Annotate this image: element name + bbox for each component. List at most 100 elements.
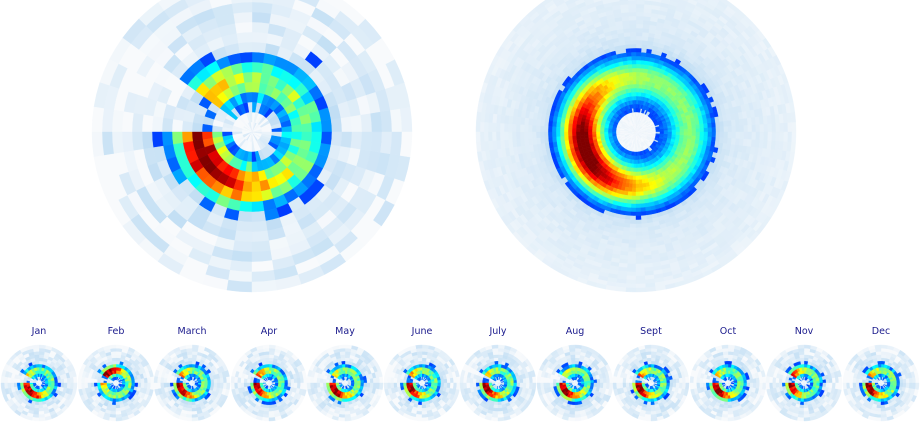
fine-heatmap-cell bbox=[555, 126, 561, 133]
fine-heatmap-cell bbox=[727, 137, 733, 145]
coarse-heatmap-cell bbox=[350, 131, 363, 150]
fine-heatmap-cell bbox=[575, 131, 581, 136]
fine-heatmap-cell bbox=[775, 131, 781, 142]
fine-heatmap-cell bbox=[595, 126, 601, 130]
fine-heatmap-cell bbox=[707, 122, 713, 128]
fine-heatmap-cell bbox=[503, 131, 509, 141]
coarse-heatmap-cell bbox=[242, 181, 253, 193]
fine-heatmap-cell bbox=[642, 72, 648, 78]
fine-heatmap-cell bbox=[633, 159, 637, 165]
fine-heatmap-cell bbox=[723, 131, 729, 138]
fine-heatmap-cell bbox=[731, 125, 737, 133]
fine-heatmap-cell bbox=[635, 35, 643, 41]
fine-heatmap-cell bbox=[635, 0, 645, 5]
fine-heatmap-cell bbox=[543, 126, 549, 133]
fine-heatmap-cell bbox=[630, 47, 637, 53]
fine-heatmap-cell bbox=[635, 83, 640, 89]
fine-heatmap-cell bbox=[631, 195, 637, 201]
fine-heatmap-cell bbox=[703, 122, 709, 128]
fine-heatmap-cell bbox=[727, 125, 733, 133]
fine-heatmap-cell bbox=[539, 137, 545, 145]
fine-heatmap-cell bbox=[627, 255, 637, 261]
coarse-heatmap-cell bbox=[131, 113, 144, 133]
fine-heatmap-cell bbox=[559, 131, 565, 137]
fine-heatmap-cell bbox=[679, 128, 685, 133]
month-heatmap-cell bbox=[38, 407, 45, 412]
coarse-heatmap-cell bbox=[251, 210, 267, 223]
fine-heatmap-cell bbox=[623, 31, 631, 37]
coarse-heatmap-cell bbox=[121, 131, 134, 153]
fine-heatmap-cell bbox=[763, 131, 769, 141]
coarse-heatmap-cell bbox=[237, 41, 253, 54]
fine-heatmap-cell bbox=[635, 19, 644, 25]
fine-heatmap-cell bbox=[539, 125, 545, 133]
coarse-heatmap-cell bbox=[239, 51, 253, 64]
fine-heatmap-cell bbox=[583, 131, 589, 136]
coarse-heatmap-cell bbox=[240, 191, 253, 203]
fine-heatmap-cell bbox=[635, 215, 642, 221]
fine-heatmap-cell bbox=[575, 124, 581, 129]
month-heatmap-cell bbox=[54, 382, 59, 387]
fine-heatmap-cell bbox=[626, 271, 637, 277]
coarse-heatmap-cell bbox=[239, 200, 253, 213]
fine-heatmap-cell bbox=[755, 131, 761, 141]
coarse-heatmap-cell bbox=[251, 41, 267, 54]
coarse-heatmap-cell bbox=[230, 0, 253, 4]
coarse-heatmap-cell bbox=[141, 114, 154, 133]
fine-heatmap-cell bbox=[635, 27, 643, 33]
coarse-heatmap-cell bbox=[151, 116, 164, 133]
coarse-heatmap-cell bbox=[320, 131, 333, 145]
fine-heatmap-cell bbox=[567, 123, 573, 129]
month-heatmap-cell bbox=[34, 401, 40, 406]
fine-heatmap-cell bbox=[571, 131, 577, 137]
fine-heatmap-cell bbox=[638, 91, 642, 97]
fine-heatmap-cell bbox=[639, 67, 645, 73]
coarse-heatmap-cell bbox=[251, 11, 271, 24]
fine-heatmap-cell bbox=[640, 211, 647, 217]
fine-heatmap-cell bbox=[747, 124, 753, 133]
fine-heatmap-cell bbox=[635, 223, 643, 229]
coarse-heatmap-cell bbox=[226, 279, 253, 293]
fine-heatmap-cell bbox=[628, 11, 637, 17]
fine-heatmap-cell bbox=[587, 125, 593, 130]
fine-heatmap-cell bbox=[635, 51, 642, 57]
fine-heatmap-cell bbox=[632, 187, 637, 193]
fine-heatmap-cell bbox=[635, 79, 640, 85]
fine-heatmap-cell bbox=[535, 137, 541, 145]
fine-heatmap-cell bbox=[626, 203, 632, 209]
coarse-heatmap-cell bbox=[301, 131, 313, 142]
coarse-heatmap-cell bbox=[251, 71, 262, 83]
fine-heatmap-cell bbox=[635, 11, 644, 17]
month-heatmap-cell bbox=[19, 379, 24, 384]
coarse-heatmap-cell bbox=[161, 117, 174, 133]
coarse-heatmap-cell bbox=[251, 21, 270, 34]
fine-heatmap-cell bbox=[635, 251, 645, 257]
fine-heatmap-cell bbox=[625, 47, 632, 53]
fine-heatmap-cell bbox=[628, 15, 637, 21]
coarse-heatmap-cell bbox=[201, 123, 213, 133]
fine-heatmap-cell bbox=[635, 287, 647, 293]
fine-heatmap-cell bbox=[731, 137, 737, 145]
fine-heatmap-cell bbox=[767, 123, 773, 133]
fine-heatmap-cell bbox=[639, 75, 644, 81]
fine-heatmap-cell bbox=[635, 55, 641, 61]
fine-heatmap-cell bbox=[719, 120, 725, 127]
month-heatmap-cell bbox=[48, 382, 52, 386]
fine-heatmap-cell bbox=[683, 128, 689, 133]
fine-heatmap-cell bbox=[639, 191, 645, 197]
fine-heatmap-cell bbox=[671, 131, 677, 135]
coarse-heatmap-cell bbox=[208, 0, 232, 9]
fine-heatmap-cell bbox=[630, 43, 637, 49]
coarse-heatmap-cell bbox=[184, 0, 207, 8]
fine-heatmap-cell bbox=[635, 279, 646, 285]
month-heatmap-cell bbox=[38, 370, 42, 374]
fine-heatmap-cell bbox=[623, 227, 631, 233]
fine-heatmap-cell bbox=[639, 63, 645, 69]
fine-heatmap-cell bbox=[640, 59, 646, 65]
fine-heatmap-cell bbox=[727, 131, 733, 139]
fine-heatmap-cell bbox=[635, 247, 644, 253]
fine-heatmap-cell bbox=[635, 211, 642, 217]
fine-heatmap-cell bbox=[635, 235, 643, 241]
coarse-heatmap-cell bbox=[251, 250, 273, 263]
fine-heatmap-cell bbox=[632, 183, 637, 189]
